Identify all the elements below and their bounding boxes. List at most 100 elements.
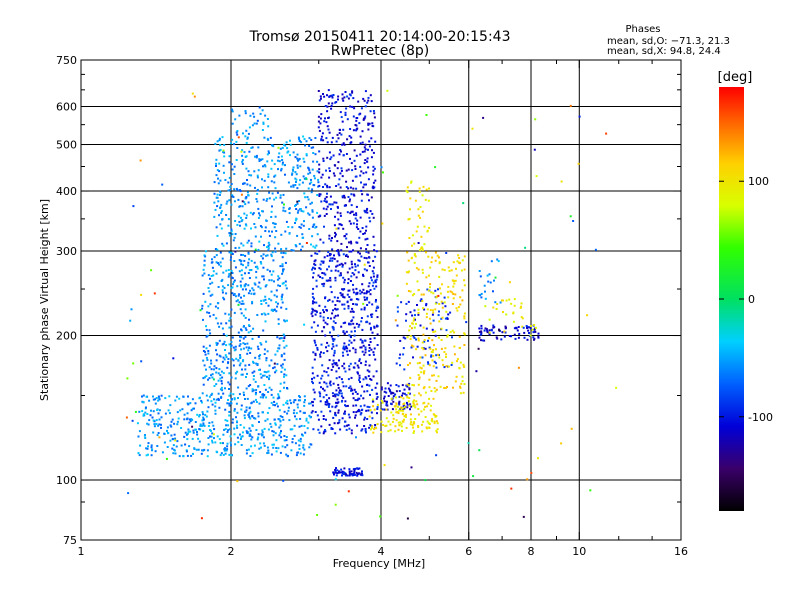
data-point: [348, 241, 350, 244]
data-point: [326, 268, 329, 271]
data-point: [334, 215, 336, 218]
data-point: [176, 420, 179, 423]
data-point: [318, 193, 321, 196]
data-point: [228, 319, 231, 322]
data-point: [320, 97, 322, 100]
data-point: [337, 227, 340, 230]
data-point: [347, 424, 350, 427]
data-point: [271, 192, 274, 195]
data-point: [349, 280, 352, 282]
data-point: [351, 179, 354, 182]
data-point: [260, 433, 263, 436]
data-point: [156, 434, 159, 437]
data-point: [265, 199, 268, 202]
y-axis-label: Stationary phase Virtual Height [km]: [38, 199, 51, 401]
data-point: [146, 413, 149, 415]
data-point: [363, 298, 366, 301]
data-point: [333, 224, 336, 227]
data-point: [230, 203, 233, 206]
data-point: [250, 445, 253, 448]
data-point: [320, 425, 323, 428]
data-point: [240, 404, 243, 407]
data-point: [189, 430, 192, 433]
data-point: [189, 402, 192, 405]
data-point: [171, 447, 174, 450]
data-point: [415, 267, 418, 270]
data-point: [226, 366, 229, 369]
data-point: [313, 184, 316, 187]
data-point: [351, 91, 354, 94]
data-point: [445, 365, 448, 368]
data-point: [368, 282, 371, 285]
data-point: [282, 270, 284, 273]
data-point: [254, 155, 256, 158]
data-point: [461, 299, 464, 302]
data-point: [242, 132, 244, 135]
data-point: [345, 385, 348, 388]
data-point: [425, 327, 428, 330]
data-point: [408, 397, 411, 399]
data-point: [239, 284, 242, 287]
data-point: [287, 406, 290, 409]
data-point: [215, 226, 218, 229]
data-point: [153, 292, 156, 295]
data-point: [369, 378, 372, 380]
data-point: [252, 327, 255, 330]
phases-title: Phases: [625, 24, 660, 35]
data-point: [336, 249, 338, 252]
data-point: [424, 479, 427, 482]
data-point: [317, 115, 320, 118]
data-point: [347, 378, 350, 381]
data-point: [284, 210, 287, 213]
data-point: [173, 433, 176, 436]
data-point: [248, 363, 251, 366]
data-point: [426, 288, 429, 291]
data-point: [205, 368, 207, 371]
data-point: [357, 259, 360, 262]
data-point: [409, 197, 412, 200]
data-point: [357, 298, 360, 301]
data-point: [219, 144, 222, 147]
data-point: [423, 370, 426, 373]
data-point: [484, 290, 486, 293]
data-point: [241, 162, 244, 165]
data-point: [236, 133, 239, 136]
data-point: [298, 425, 301, 428]
data-point: [196, 431, 198, 433]
data-point: [366, 315, 369, 318]
data-point: [369, 289, 372, 291]
data-point: [366, 321, 369, 324]
data-point: [356, 474, 359, 477]
data-point: [240, 193, 243, 196]
data-point: [346, 404, 349, 407]
data-point: [297, 159, 299, 162]
data-point: [389, 423, 392, 426]
data-point: [209, 332, 212, 335]
data-point: [328, 131, 331, 134]
data-point: [337, 394, 340, 397]
data-point: [337, 334, 340, 337]
data-point: [292, 249, 295, 252]
data-point: [241, 288, 244, 291]
data-point: [410, 405, 413, 408]
data-point: [420, 410, 423, 413]
data-point: [318, 391, 321, 394]
data-point: [447, 266, 450, 269]
data-point: [329, 279, 332, 282]
data-point: [480, 339, 482, 342]
data-point: [435, 388, 438, 391]
data-point: [224, 428, 227, 431]
data-point: [244, 316, 247, 319]
data-point: [420, 247, 423, 250]
data-point: [432, 365, 435, 368]
data-point: [432, 413, 435, 416]
data-point: [364, 238, 367, 241]
data-point: [250, 245, 253, 248]
data-point: [294, 156, 297, 159]
data-point: [486, 329, 489, 332]
data-point: [220, 227, 223, 230]
data-point: [236, 480, 239, 483]
data-point: [245, 217, 248, 219]
data-point: [228, 161, 231, 164]
data-point: [274, 247, 277, 250]
